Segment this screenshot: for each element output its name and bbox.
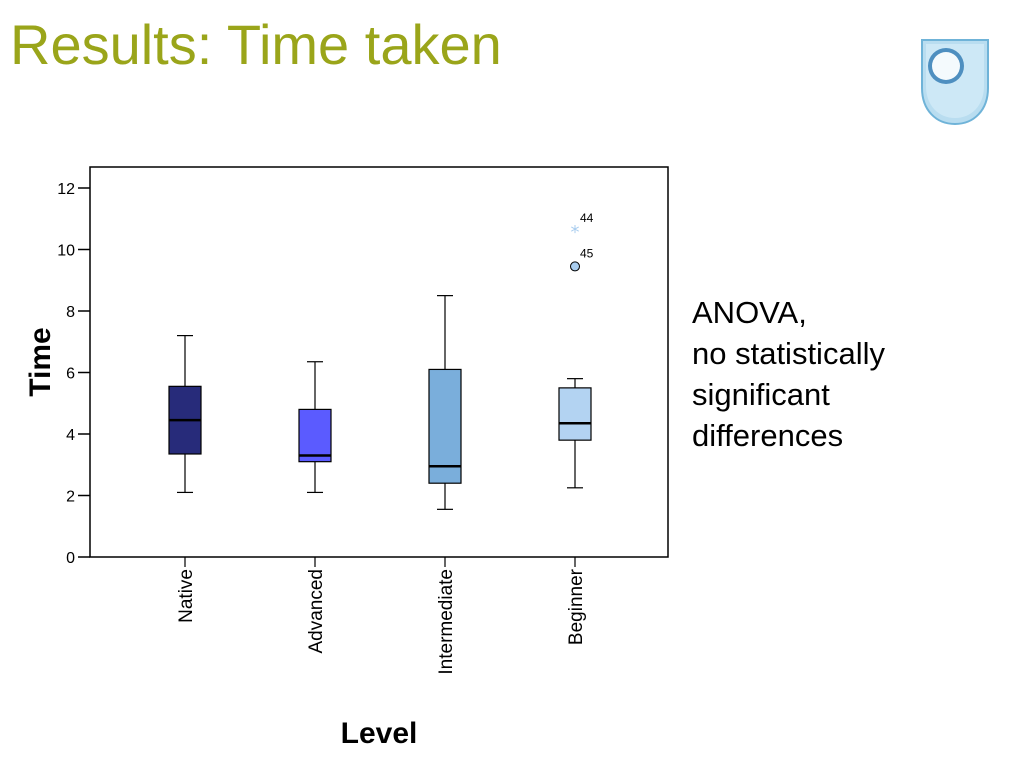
x-tick-label: Advanced [306,569,327,654]
plot-frame [89,166,669,558]
logo-ring-inner [932,52,960,80]
note-line: significant [692,377,830,412]
note-line: ANOVA, [692,295,807,330]
note-line: no statistically [692,336,885,371]
open-university-shield-icon [921,39,989,126]
box-group [558,378,592,489]
outlier-circle-marker [570,261,580,272]
y-tick-label: 4 [66,427,75,444]
outlier-point: *44 [571,211,594,243]
x-tick-label: Native [176,569,197,623]
box [298,408,332,463]
anova-note: ANOVA, no statistically significant diff… [692,292,885,456]
box-group [298,361,332,494]
y-tick-label: 10 [57,243,75,260]
y-axis: 0 2 4 6 8 10 12 [57,181,90,567]
box [428,368,462,484]
note-line: differences [692,418,844,453]
boxes [168,295,592,510]
outlier-star-marker: * [571,222,580,243]
outlier-label: 44 [580,211,594,225]
y-tick-label: 6 [66,366,75,383]
box-group [428,295,462,510]
outlier-label: 45 [580,246,594,260]
x-axis-label: Level [341,717,418,750]
y-axis-label: Time [24,327,57,396]
x-tick-label: Intermediate [436,569,457,675]
x-axis: Native Advanced Intermediate Beginner [176,557,587,675]
box-group [168,335,202,494]
outliers: *44 45 [570,211,594,272]
x-tick-label: Beginner [566,568,587,645]
y-tick-label: 8 [66,304,75,321]
y-tick-label: 0 [66,550,75,567]
y-tick-label: 2 [66,489,75,506]
y-tick-label: 12 [57,181,75,198]
box [558,387,592,441]
slide-title: Results: Time taken [10,13,502,76]
outlier-point: 45 [570,246,594,272]
